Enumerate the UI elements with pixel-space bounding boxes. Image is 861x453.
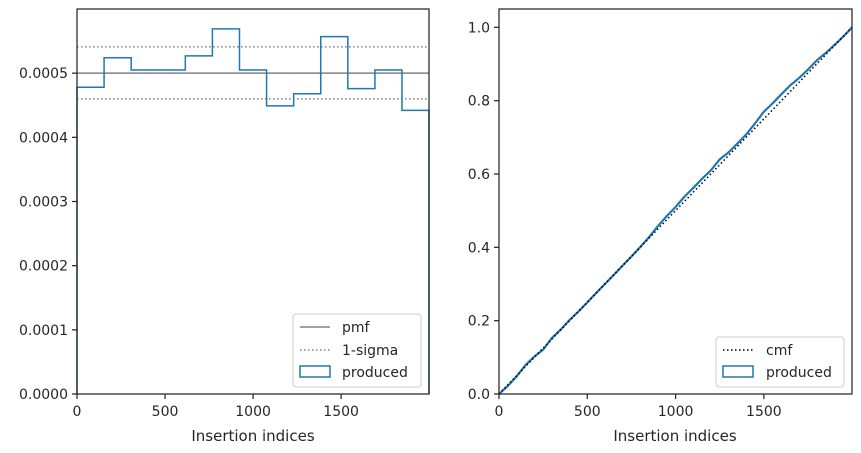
y-tick-label: 0.8	[468, 94, 490, 110]
x-tick-label: 1500	[323, 404, 359, 420]
y-tick-label: 1.0	[468, 20, 490, 36]
y-tick-label: 0.2	[468, 314, 490, 330]
left-x-axis-title: Insertion indices	[191, 427, 314, 445]
produced-histogram-step	[76, 28, 430, 394]
legend-cmf-label: cmf	[766, 343, 793, 359]
y-tick-label: 0.0003	[19, 195, 68, 211]
x-tick-label: 500	[574, 404, 601, 420]
x-tick-label: 1000	[658, 404, 694, 420]
left-legend-box	[292, 313, 422, 388]
x-tick-label: 0	[495, 404, 504, 420]
cmf-line	[498, 26, 853, 395]
x-tick-label: 1500	[746, 404, 782, 420]
right-x-axis-title: Insertion indices	[613, 427, 736, 445]
left-legend: pmf 1-sigma produced	[292, 313, 422, 388]
y-tick-label: 0.0005	[19, 66, 68, 82]
y-tick-label: 0.4	[468, 240, 490, 256]
x-tick-label: 0	[73, 404, 82, 420]
legend-produced-swatch-right	[722, 365, 754, 378]
y-tick-label: 0.6	[468, 167, 490, 183]
y-tick-label: 0.0	[468, 387, 490, 403]
y-tick-label: 0.0000	[19, 387, 68, 403]
legend-produced-swatch	[299, 365, 331, 378]
legend-pmf-label: pmf	[342, 320, 371, 336]
x-tick-label: 1000	[235, 404, 271, 420]
y-tick-label: 0.0004	[19, 130, 68, 146]
right-plot-area	[499, 9, 852, 394]
x-tick-label: 500	[152, 404, 179, 420]
legend-produced-label-right: produced	[766, 365, 832, 381]
right-chart: 0 500 1000 1500 0.0 0.2 0.4 0.6 0.8 1.0 Insertion…	[468, 8, 853, 445]
y-tick-label: 0.0002	[19, 259, 68, 275]
legend-produced-label: produced	[342, 365, 408, 381]
left-chart: 0 500 1000 1500 0.0000 0.0001 0.0002 0.0003 0.00…	[19, 8, 430, 445]
right-legend: cmf produced	[715, 336, 845, 388]
legend-1-sigma-label: 1-sigma	[342, 343, 398, 359]
y-tick-label: 0.0001	[19, 323, 68, 339]
